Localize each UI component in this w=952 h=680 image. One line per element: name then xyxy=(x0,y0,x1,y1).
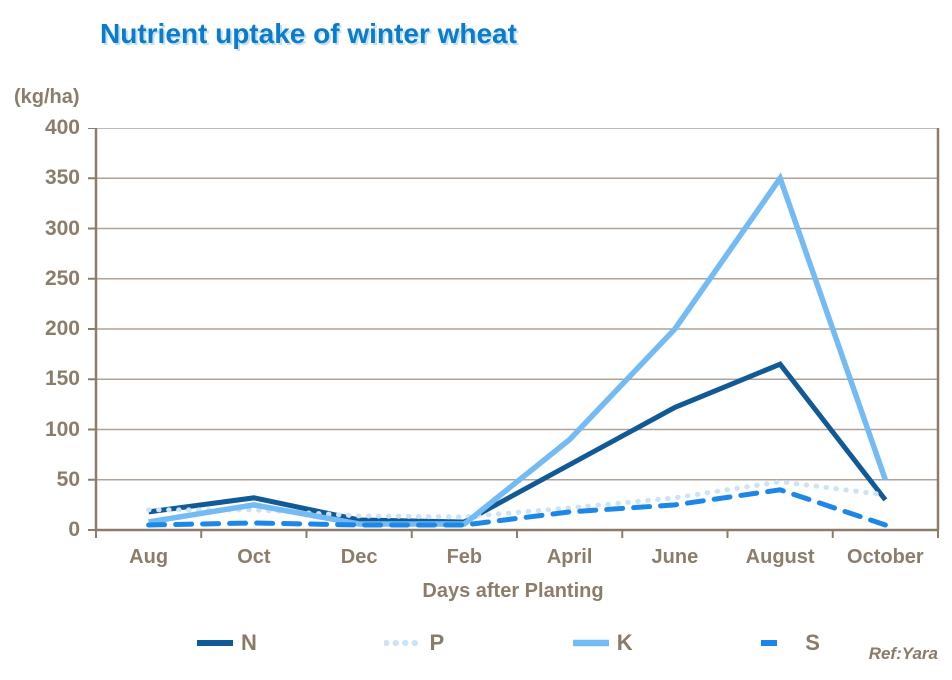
x-tick-label-April: April xyxy=(546,546,593,568)
reference-label: Ref:Yara xyxy=(868,644,938,663)
legend-swatch-N xyxy=(197,640,233,646)
y-tick-label-350: 350 xyxy=(44,166,80,190)
legend-item-K: K xyxy=(571,630,633,656)
x-tick-label-Feb: Feb xyxy=(446,546,483,568)
x-tick-label-Aug: Aug xyxy=(129,546,169,568)
x-tick-label-June: June xyxy=(651,546,699,568)
legend-item-S: S xyxy=(759,630,820,656)
x-tick-label-Dec: Dec xyxy=(340,546,378,568)
x-tick-label-August: August xyxy=(745,546,815,568)
series-line-N xyxy=(148,361,888,525)
legend-item-N: N xyxy=(195,630,257,656)
legend-swatch-S xyxy=(761,640,778,646)
chart-title: Nutrient uptake of winter wheat xyxy=(100,18,517,49)
series-line-P xyxy=(146,479,888,520)
legend-label-K: K xyxy=(616,630,633,655)
plot-svg xyxy=(88,128,940,538)
y-tick-label-200: 200 xyxy=(44,317,80,340)
x-tick-label-October: October xyxy=(847,546,924,568)
series-line-K xyxy=(148,172,888,527)
y-tick-label-0: 0 xyxy=(68,518,80,541)
legend-swatch-P xyxy=(383,640,424,646)
y-tick-label-400: 400 xyxy=(44,116,80,139)
y-tick-label-150: 150 xyxy=(44,367,80,391)
y-tick-label-250: 250 xyxy=(44,266,80,290)
legend-label-P: P xyxy=(429,630,445,655)
y-axis-unit-label: (kg/ha) xyxy=(14,86,80,108)
x-tick-label-Oct: Oct xyxy=(237,546,271,568)
legend-swatch-K xyxy=(572,639,609,647)
legend-label-S: S xyxy=(805,630,820,655)
y-tick-label-50: 50 xyxy=(56,467,80,491)
legend-item-P: P xyxy=(383,630,445,656)
plot-area xyxy=(88,128,946,540)
legend-label-N: N xyxy=(241,630,257,655)
y-tick-label-100: 100 xyxy=(44,417,80,441)
series-line-S xyxy=(146,487,888,528)
x-axis-title: Days after Planting xyxy=(422,580,604,602)
y-tick-label-300: 300 xyxy=(44,216,80,240)
